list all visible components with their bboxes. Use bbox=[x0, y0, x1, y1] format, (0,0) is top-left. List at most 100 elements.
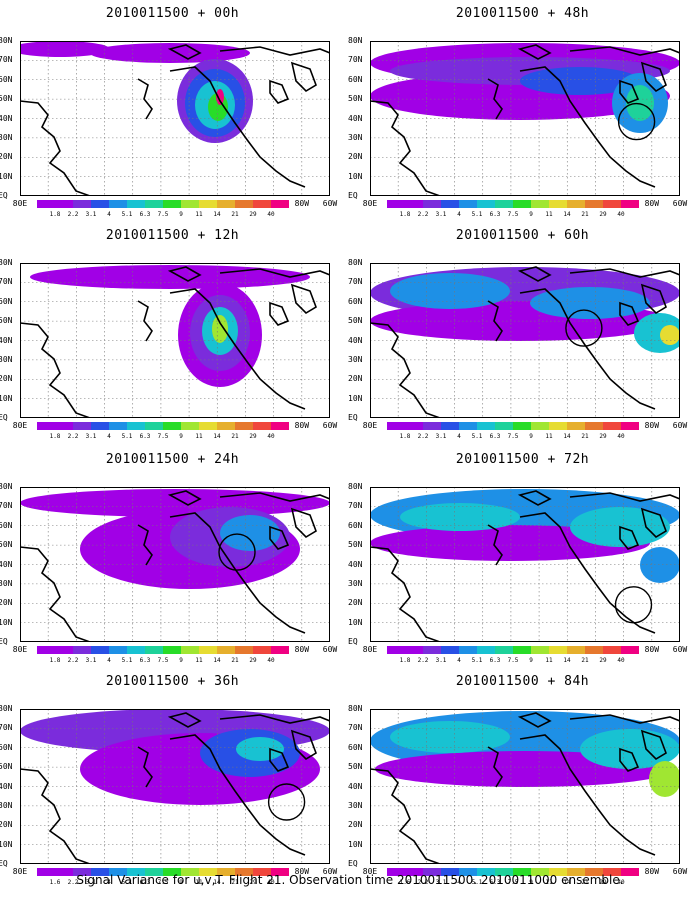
map-panel: 2010011500 + 72h 80N 70N 60N 50N 40N 30N 20N 10N… bbox=[348, 446, 695, 666]
longitude-label: 60W bbox=[322, 421, 338, 430]
variance-contour bbox=[626, 85, 654, 121]
coastline bbox=[640, 729, 667, 761]
colorbar-label: 5.1 bbox=[471, 879, 483, 886]
longitude-label: 60W bbox=[672, 199, 688, 208]
colorbar-swatch bbox=[423, 868, 441, 876]
latitude-label: 50N bbox=[0, 316, 13, 326]
colorbar-label: 3.1 bbox=[435, 879, 447, 886]
latitude-label: 40N bbox=[0, 335, 13, 345]
colorbar-swatch bbox=[459, 200, 477, 208]
latitude-label: 60N bbox=[348, 296, 363, 306]
coastline bbox=[517, 712, 552, 728]
colorbar-swatch bbox=[549, 200, 567, 208]
map-area: 80N70N60N50N40N30N20N10NEQ80E100E120E140… bbox=[0, 483, 337, 655]
colorbar-swatch bbox=[55, 868, 73, 876]
coastline bbox=[487, 78, 503, 120]
colorbar-label: 7.5 bbox=[157, 879, 169, 886]
latitude-label: 70N bbox=[0, 723, 13, 733]
latitude-label: 40N bbox=[348, 335, 363, 345]
colorbar-label: 14 bbox=[213, 879, 221, 886]
latitude-label: 30N bbox=[0, 354, 13, 364]
colorbar-label: 14 bbox=[213, 211, 221, 218]
coastline bbox=[167, 490, 202, 506]
colorbar-label: 2.2 bbox=[67, 211, 79, 218]
colorbar-swatch bbox=[145, 422, 163, 430]
colorbar-label: 3.1 bbox=[85, 433, 97, 440]
colorbar-label: 4 bbox=[107, 657, 111, 664]
colorbar-label: 21 bbox=[231, 879, 239, 886]
colorbar-label: 40 bbox=[617, 211, 625, 218]
latitude-label: 30N bbox=[348, 354, 363, 364]
longitude-label: 60W bbox=[322, 867, 338, 876]
colorbar-swatch bbox=[73, 200, 91, 208]
longitude-label: 80E bbox=[362, 199, 378, 208]
colorbar-swatch bbox=[621, 868, 639, 876]
colorbar-label: 9 bbox=[179, 433, 183, 440]
variance-map bbox=[370, 487, 680, 642]
colorbar-swatch bbox=[585, 646, 603, 654]
colorbar-swatch bbox=[145, 868, 163, 876]
colorbar-swatch bbox=[91, 868, 109, 876]
colorbar-label: 9 bbox=[529, 657, 533, 664]
latitude-label: EQ bbox=[348, 859, 358, 868]
latitude-label: 80N bbox=[348, 36, 363, 45]
variance-contour bbox=[390, 273, 510, 309]
colorbar-swatch bbox=[127, 422, 145, 430]
latitude-label: 60N bbox=[348, 520, 363, 530]
colorbar-label: 9 bbox=[179, 211, 183, 218]
latitude-label: 30N bbox=[348, 800, 363, 810]
latitude-label: 40N bbox=[0, 113, 13, 123]
colorbar-swatch bbox=[37, 646, 55, 654]
variance-map bbox=[370, 41, 680, 196]
colorbar-label: 1.8 bbox=[399, 433, 411, 440]
colorbar-label: 6.3 bbox=[489, 879, 501, 886]
colorbar-swatch bbox=[109, 646, 127, 654]
map-frame bbox=[370, 41, 680, 196]
colorbar-swatch bbox=[235, 868, 253, 876]
colorbar-swatch bbox=[603, 200, 621, 208]
colorbar-swatch bbox=[567, 422, 585, 430]
colorbar-swatch bbox=[549, 868, 567, 876]
panel-title: 2010011500 + 72h bbox=[455, 452, 590, 467]
latitude-label: 40N bbox=[0, 781, 13, 791]
colorbar-label: 4 bbox=[107, 433, 111, 440]
coastline bbox=[290, 729, 317, 761]
colorbar-label: 11 bbox=[545, 433, 553, 440]
coastline bbox=[169, 734, 306, 856]
colorbar-swatch bbox=[37, 200, 55, 208]
latitude-label: 10N bbox=[348, 171, 363, 181]
colorbar-swatch bbox=[55, 200, 73, 208]
colorbar-label: 4 bbox=[457, 879, 461, 886]
colorbar-label: 1.8 bbox=[49, 657, 61, 664]
latitude-label: 70N bbox=[348, 277, 363, 287]
coastline bbox=[517, 44, 552, 60]
colorbar-label: 7.5 bbox=[157, 657, 169, 664]
colorbar-label: 29 bbox=[599, 879, 607, 886]
colorbar-label: 40 bbox=[267, 657, 275, 664]
coastline bbox=[20, 100, 91, 196]
latitude-label: 50N bbox=[0, 762, 13, 772]
coastline bbox=[569, 46, 680, 56]
latitude-label: 60N bbox=[348, 742, 363, 752]
longitude-label: 60W bbox=[672, 645, 688, 654]
coastline bbox=[619, 301, 640, 326]
colorbar-swatch bbox=[163, 646, 181, 654]
colorbar-swatch bbox=[495, 646, 513, 654]
colorbar-label: 3.1 bbox=[85, 211, 97, 218]
latitude-label: 30N bbox=[348, 578, 363, 588]
colorbar-swatch bbox=[199, 200, 217, 208]
colorbar-label: 4 bbox=[457, 433, 461, 440]
coastline bbox=[619, 747, 640, 772]
map-area: 80N70N60N50N40N30N20N10NEQ80E100E120E140… bbox=[348, 705, 687, 877]
panel-title: 2010011500 + 00h bbox=[105, 6, 240, 21]
coastline bbox=[169, 512, 306, 634]
coastline bbox=[519, 288, 656, 410]
latitude-label: 70N bbox=[348, 723, 363, 733]
colorbar-label: 1.8 bbox=[49, 433, 61, 440]
variance-contour bbox=[30, 265, 310, 289]
colorbar-swatch bbox=[585, 422, 603, 430]
colorbar-label: 4 bbox=[457, 211, 461, 218]
colorbar-label: 14 bbox=[563, 211, 571, 218]
colorbar-swatch bbox=[459, 646, 477, 654]
colorbar-label: 6.3 bbox=[139, 879, 151, 886]
